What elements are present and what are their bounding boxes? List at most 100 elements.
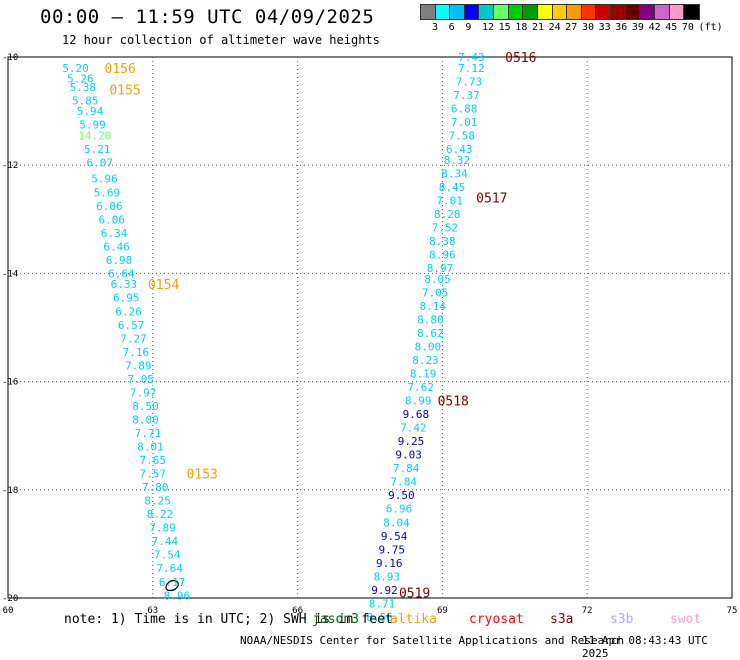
island-shape xyxy=(165,579,179,592)
wave-height-value: 9.03 xyxy=(395,449,422,462)
legend-label: 36 xyxy=(615,22,628,33)
wave-height-value: 8.04 xyxy=(383,516,410,529)
wave-height-value: 7.58 xyxy=(448,129,475,142)
wave-height-value: 8.80 xyxy=(417,313,444,326)
wave-height-value: 8.62 xyxy=(417,327,444,340)
wave-height-value: 5.85 xyxy=(72,94,99,107)
wave-height-value: 8.38 xyxy=(429,235,456,248)
wave-height-value: 7.52 xyxy=(432,221,459,234)
legend-label: 6 xyxy=(448,22,455,33)
wave-height-value: 5.26 xyxy=(67,73,94,86)
wave-height-value: 7.84 xyxy=(391,476,418,489)
x-tick-label: 66 xyxy=(292,606,303,616)
wave-height-value: 7.84 xyxy=(393,462,420,475)
wave-height-value: 7.62 xyxy=(407,381,434,394)
legend-label: 12 xyxy=(481,22,495,33)
wave-height-value: 8.25 xyxy=(144,495,171,508)
pass-time-label: 0155 xyxy=(109,83,140,98)
wave-height-value: 9.75 xyxy=(378,543,405,556)
legend-label: 15 xyxy=(498,22,511,33)
wave-height-value: 8.05 xyxy=(424,273,451,286)
footer-timestamp: 11 Apr 08:43:43 UTC 2025 xyxy=(582,634,708,660)
wave-height-value: 9.16 xyxy=(376,557,403,570)
pass-time-label: 0517 xyxy=(476,192,507,207)
legend-label: 39 xyxy=(631,22,644,33)
wave-height-value: 5.94 xyxy=(77,105,104,118)
wave-height-value: 6.06 xyxy=(96,200,123,213)
wave-height-value: 5.38 xyxy=(70,81,97,94)
wave-height-value: 8.28 xyxy=(434,208,461,221)
wave-height-value: 6.26 xyxy=(115,305,142,318)
y-tick-label: -14 xyxy=(2,269,18,279)
wave-height-value: 6.95 xyxy=(113,292,140,305)
wave-height-value: 7.01 xyxy=(451,116,478,129)
wave-height-value: 6.33 xyxy=(111,278,138,291)
legend-label: 9 xyxy=(465,22,472,33)
wave-height-value: 8.14 xyxy=(419,300,446,313)
wave-height-value: 7.65 xyxy=(140,454,167,467)
wave-height-value: 8.97 xyxy=(427,262,454,275)
wave-height-value: 6.98 xyxy=(106,254,133,267)
satellite-label: swot xyxy=(670,612,702,627)
pass-time-label: 0516 xyxy=(505,51,536,66)
wave-height-value: 7.05 xyxy=(422,286,449,299)
wave-height-value: 7.71 xyxy=(135,427,162,440)
legend-label: 42 xyxy=(648,22,661,33)
legend-label: 33 xyxy=(598,22,611,33)
wave-height-value: 8.01 xyxy=(137,441,164,454)
wave-height-value: 7.42 xyxy=(400,422,427,435)
wave-height-value: 14.20 xyxy=(78,129,111,142)
wave-height-value: 6.43 xyxy=(446,143,473,156)
legend-label: 18 xyxy=(515,22,528,33)
pass-time-label: 0518 xyxy=(438,395,469,410)
satellite-label: altika xyxy=(390,612,437,627)
legend-label: 45 xyxy=(665,22,678,33)
color-legend: 3 6 9 12 15 18 21 24 27 30 33 36 39 42 45 70 (ft) xyxy=(420,4,730,38)
wave-height-value: 8.96 xyxy=(164,589,191,602)
wave-height-value: 7.54 xyxy=(154,549,181,562)
page-title: 00:00 – 11:59 UTC 04/09/2025 xyxy=(40,6,375,28)
wave-height-value: 8.23 xyxy=(412,354,439,367)
wave-height-value: 7.37 xyxy=(453,89,480,102)
wave-height-value: 8.32 xyxy=(444,154,471,167)
wave-height-value: 7.73 xyxy=(456,75,483,88)
wave-height-value: 6.34 xyxy=(101,227,128,240)
wave-height-value: 7.97 xyxy=(130,386,157,399)
legend-label: 24 xyxy=(548,22,561,33)
satellite-label: s3b xyxy=(610,612,634,627)
wave-height-value: 7.89 xyxy=(149,522,176,535)
wave-height-value: 5.96 xyxy=(91,173,118,186)
wave-height-value: 5.69 xyxy=(94,186,121,199)
wave-height-value: 5.20 xyxy=(62,62,89,75)
wave-height-value: 6.07 xyxy=(86,156,113,169)
map-frame xyxy=(7,56,733,599)
satellite-label: jason3 xyxy=(312,612,359,627)
x-tick-label: 75 xyxy=(727,606,738,616)
y-tick-label: -20 xyxy=(2,594,18,604)
legend-label: (ft) xyxy=(698,22,723,33)
x-tick-label: 63 xyxy=(147,606,158,616)
pass-time-label: 0154 xyxy=(148,278,179,293)
wave-height-value: 9.92 xyxy=(371,584,398,597)
wave-height-value: 6.96 xyxy=(386,503,413,516)
wave-height-value: 8.19 xyxy=(410,367,437,380)
wave-height-value: 6.17 xyxy=(159,576,186,589)
pass-time-label: 0519 xyxy=(399,587,430,602)
wave-height-value: 8.45 xyxy=(439,181,466,194)
wave-height-value: 8.56 xyxy=(366,611,393,624)
wave-height-value: 8.00 xyxy=(415,340,442,353)
satellite-label: cryosat xyxy=(469,612,524,627)
legend-swatch xyxy=(683,4,701,20)
wave-height-value: 8.99 xyxy=(405,395,432,408)
x-tick-label: 60 xyxy=(3,606,14,616)
wave-height-value: 9.68 xyxy=(403,408,430,421)
legend-label: 3 xyxy=(432,22,439,33)
wave-height-value: 7.80 xyxy=(142,481,169,494)
legend-label: 21 xyxy=(531,22,544,33)
y-tick-label: -16 xyxy=(2,378,18,388)
wave-height-value: 5.21 xyxy=(84,143,111,156)
wave-height-value: 6.06 xyxy=(99,213,126,226)
wave-height-value: 5.99 xyxy=(79,119,106,132)
wave-height-value: 8.93 xyxy=(374,570,401,583)
